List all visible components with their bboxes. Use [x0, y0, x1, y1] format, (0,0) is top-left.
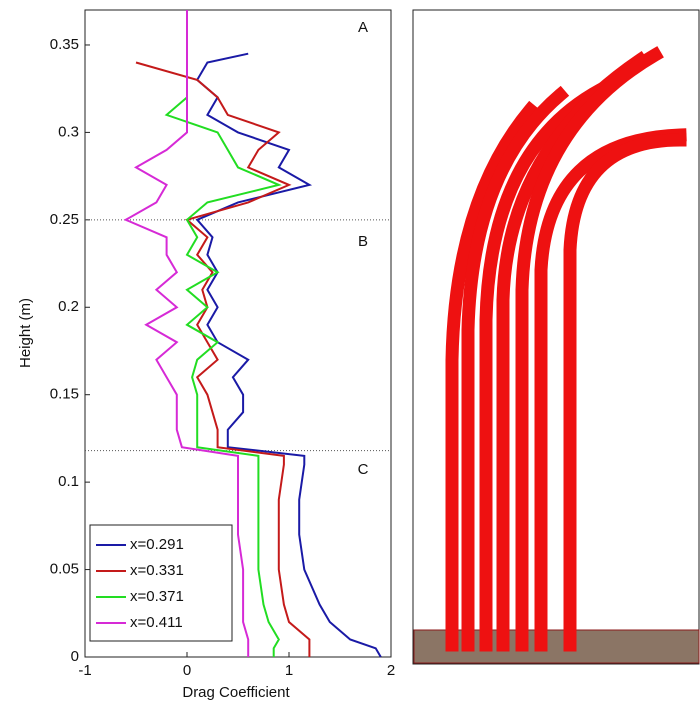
stalk [479, 81, 609, 652]
series-line [164, 96, 282, 657]
x-tick-label: 0 [183, 662, 191, 679]
legend-label: x=0.411 [130, 614, 183, 631]
y-tick-label: 0.15 [50, 386, 79, 403]
series-line [195, 52, 382, 658]
x-tick-label: -1 [78, 662, 91, 679]
stalk [461, 85, 570, 652]
y-tick-label: 0.05 [50, 561, 79, 578]
legend: x=0.291 x=0.331 x=0.371 x=0.411 [89, 524, 233, 642]
x-axis-label: Drag Coefficient [182, 684, 290, 701]
x-tick-label: 2 [387, 662, 395, 679]
stalks [445, 46, 687, 652]
legend-label: x=0.291 [130, 536, 184, 553]
panel-label: A [358, 19, 368, 36]
series-line [135, 61, 311, 657]
stalk-image [412, 9, 700, 665]
series-line [123, 10, 250, 657]
y-tick-label: 0.2 [58, 298, 79, 315]
y-tick-label: 0.35 [50, 36, 79, 53]
stalk [445, 100, 540, 652]
legend-label: x=0.371 [130, 588, 184, 605]
stalk [515, 46, 664, 652]
legend-label: x=0.331 [130, 562, 184, 579]
stalk [563, 133, 687, 652]
panel-label: B [358, 233, 368, 250]
y-tick-label: 0 [71, 648, 79, 665]
y-axis-label: Height (m) [17, 298, 34, 368]
y-tick-label: 0.1 [58, 473, 79, 490]
y-tick-label: 0.25 [50, 211, 79, 228]
panel-label: C [358, 461, 369, 478]
x-tick-label: 1 [285, 662, 293, 679]
y-tick-label: 0.3 [58, 123, 79, 140]
